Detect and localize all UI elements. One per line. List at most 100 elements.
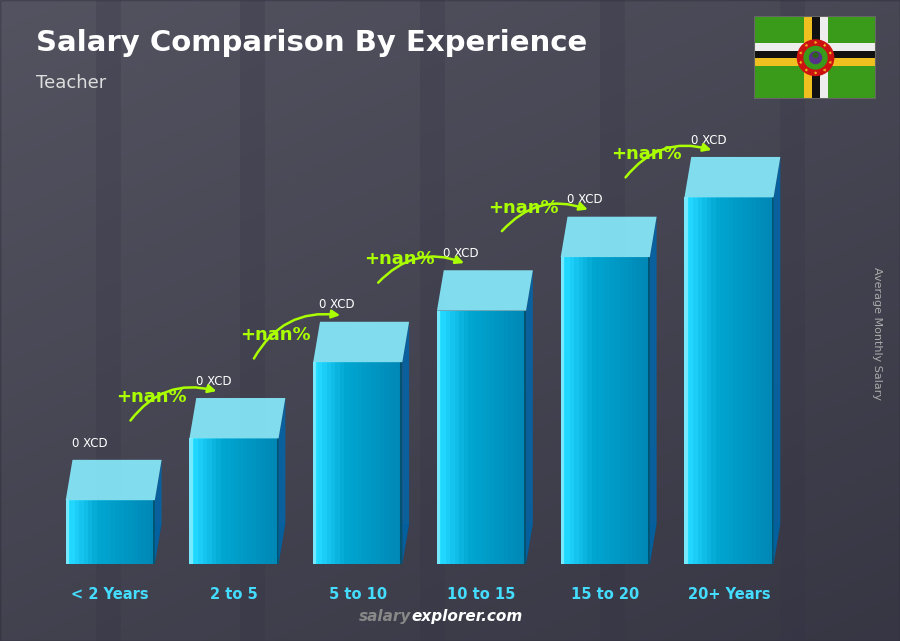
Text: 0 XCD: 0 XCD (443, 247, 479, 260)
Polygon shape (266, 438, 270, 564)
Polygon shape (724, 197, 729, 564)
Polygon shape (693, 197, 698, 564)
Polygon shape (437, 311, 440, 564)
Polygon shape (805, 68, 808, 72)
Polygon shape (605, 257, 609, 564)
Polygon shape (189, 524, 285, 564)
Polygon shape (371, 362, 375, 564)
Polygon shape (684, 197, 688, 564)
Polygon shape (336, 362, 340, 564)
Polygon shape (349, 362, 354, 564)
Polygon shape (119, 500, 123, 564)
Polygon shape (729, 197, 733, 564)
Polygon shape (774, 157, 780, 564)
Polygon shape (75, 500, 79, 564)
Polygon shape (828, 61, 832, 64)
Polygon shape (340, 362, 345, 564)
Polygon shape (354, 362, 358, 564)
Polygon shape (345, 362, 349, 564)
Polygon shape (366, 362, 371, 564)
Bar (820, 16, 828, 99)
Polygon shape (561, 257, 565, 564)
Text: +nan%: +nan% (611, 145, 682, 163)
Polygon shape (66, 460, 162, 500)
Polygon shape (597, 257, 601, 564)
Polygon shape (393, 362, 398, 564)
Polygon shape (747, 197, 752, 564)
Text: Salary Comparison By Experience: Salary Comparison By Experience (36, 29, 587, 57)
Polygon shape (565, 257, 570, 564)
Polygon shape (128, 500, 132, 564)
Bar (812, 16, 820, 99)
Text: +nan%: +nan% (116, 388, 187, 406)
Polygon shape (256, 438, 261, 564)
Polygon shape (513, 311, 518, 564)
Polygon shape (278, 398, 285, 564)
Polygon shape (632, 257, 636, 564)
Polygon shape (88, 500, 93, 564)
Polygon shape (734, 197, 738, 564)
Polygon shape (814, 71, 817, 75)
Text: 20+ Years: 20+ Years (688, 587, 770, 602)
Polygon shape (189, 398, 285, 438)
Polygon shape (189, 438, 194, 564)
Polygon shape (398, 362, 402, 564)
Polygon shape (318, 362, 322, 564)
Polygon shape (261, 438, 266, 564)
Polygon shape (66, 500, 68, 564)
Polygon shape (477, 311, 482, 564)
Polygon shape (648, 257, 650, 564)
Polygon shape (274, 438, 278, 564)
Polygon shape (601, 257, 605, 564)
Polygon shape (97, 500, 102, 564)
Polygon shape (823, 44, 826, 47)
Polygon shape (202, 438, 207, 564)
Polygon shape (688, 197, 693, 564)
Polygon shape (79, 500, 84, 564)
Polygon shape (814, 40, 817, 44)
Polygon shape (327, 362, 331, 564)
Polygon shape (313, 524, 410, 564)
Polygon shape (770, 197, 773, 564)
Polygon shape (234, 438, 238, 564)
Polygon shape (384, 362, 389, 564)
Polygon shape (437, 311, 441, 564)
Polygon shape (742, 197, 747, 564)
Polygon shape (491, 311, 495, 564)
Polygon shape (684, 524, 780, 564)
Polygon shape (450, 311, 454, 564)
Text: 0 XCD: 0 XCD (195, 375, 231, 388)
Bar (804, 16, 812, 99)
Polygon shape (641, 257, 645, 564)
Polygon shape (220, 438, 225, 564)
Polygon shape (698, 197, 702, 564)
Polygon shape (313, 362, 318, 564)
Polygon shape (141, 500, 146, 564)
Polygon shape (132, 500, 137, 564)
Polygon shape (252, 438, 256, 564)
Polygon shape (110, 500, 114, 564)
Polygon shape (716, 197, 720, 564)
Polygon shape (137, 500, 141, 564)
Polygon shape (225, 438, 230, 564)
Polygon shape (216, 438, 220, 564)
Polygon shape (579, 257, 583, 564)
Polygon shape (824, 68, 826, 72)
Text: < 2 Years: < 2 Years (71, 587, 149, 602)
Polygon shape (618, 257, 623, 564)
Bar (754, 51, 876, 58)
Polygon shape (446, 311, 450, 564)
Polygon shape (276, 438, 278, 564)
Polygon shape (454, 311, 459, 564)
Polygon shape (402, 322, 410, 564)
Polygon shape (829, 51, 833, 54)
Polygon shape (561, 524, 657, 564)
Polygon shape (362, 362, 366, 564)
Text: 10 to 15: 10 to 15 (447, 587, 516, 602)
Text: Average Monthly Salary: Average Monthly Salary (872, 267, 883, 400)
Polygon shape (609, 257, 614, 564)
Polygon shape (123, 500, 128, 564)
Circle shape (809, 51, 823, 64)
Polygon shape (771, 197, 774, 564)
Polygon shape (313, 362, 316, 564)
